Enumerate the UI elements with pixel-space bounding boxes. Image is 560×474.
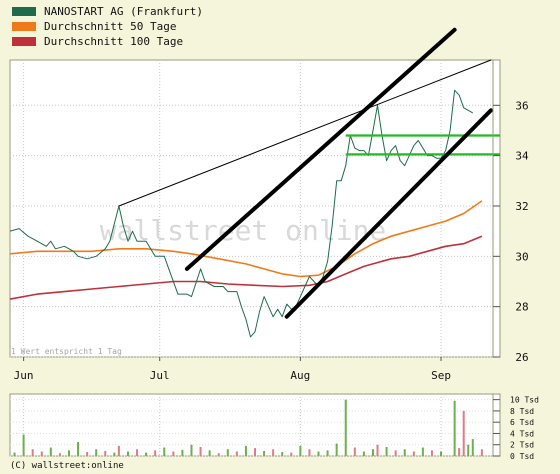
volume-bar xyxy=(394,450,397,456)
volume-tick-label: 0 Tsd xyxy=(510,452,534,461)
volume-bar xyxy=(154,450,157,456)
volume-bar xyxy=(181,449,184,456)
volume-bar xyxy=(376,444,379,456)
volume-bar xyxy=(290,452,293,456)
volume-tick-label: 4 Tsd xyxy=(510,429,534,438)
volume-bar xyxy=(453,400,456,456)
volume-bar xyxy=(263,450,266,456)
y-tick-label: 36 xyxy=(515,99,528,112)
legend-item-price: NANOSTART AG (Frankfurt) xyxy=(4,4,203,19)
volume-bar xyxy=(385,446,388,456)
volume-bar xyxy=(235,451,238,456)
volume-tick-label: 6 Tsd xyxy=(510,418,534,427)
volume-bar xyxy=(86,452,89,456)
volume-bar xyxy=(145,452,148,456)
x-tick-label: Jul xyxy=(150,369,170,382)
volume-bar xyxy=(272,449,275,456)
trend-line-0 xyxy=(118,59,492,207)
volume-bar xyxy=(480,449,483,456)
legend-item-ma100: Durchschnitt 100 Tage xyxy=(4,34,203,49)
volume-bar xyxy=(95,449,98,456)
legend-swatch-price xyxy=(12,7,36,16)
volume-bar xyxy=(104,450,107,456)
volume-bar xyxy=(126,451,129,456)
legend-label-ma100: Durchschnitt 100 Tage xyxy=(44,35,184,48)
volume-bar xyxy=(362,451,365,456)
volume-bar xyxy=(22,434,25,456)
y-tick-label: 34 xyxy=(515,150,529,163)
volume-bar xyxy=(403,449,406,456)
volume-bar xyxy=(163,447,166,456)
volume-bar xyxy=(77,441,80,456)
legend-swatch-ma100 xyxy=(12,37,36,46)
y-tick-label: 28 xyxy=(515,301,528,314)
copyright-text: (C) wallstreet:online xyxy=(10,461,124,471)
volume-bar xyxy=(208,450,211,456)
x-tick-label: Aug xyxy=(290,369,310,382)
chart-legend: NANOSTART AG (Frankfurt) Durchschnitt 50… xyxy=(4,4,203,49)
volume-bar xyxy=(326,450,329,456)
legend-item-ma50: Durchschnitt 50 Tage xyxy=(4,19,203,34)
volume-bar xyxy=(172,451,175,456)
volume-bar xyxy=(58,453,61,456)
volume-bar xyxy=(281,452,284,456)
trend-line-2 xyxy=(284,108,493,319)
legend-label-price: NANOSTART AG (Frankfurt) xyxy=(44,5,203,18)
legend-label-ma50: Durchschnitt 50 Tage xyxy=(44,20,177,33)
volume-bar xyxy=(371,449,374,456)
x-tick-label: Jun xyxy=(14,369,34,382)
y-tick-label: 26 xyxy=(515,351,528,364)
scale-note: 1 Wert entspricht 1 Tag xyxy=(11,347,122,356)
volume-bar xyxy=(430,450,433,456)
volume-tick-label: 8 Tsd xyxy=(510,407,534,416)
volume-bar xyxy=(335,443,338,456)
volume-bar xyxy=(117,445,120,456)
volume-bar xyxy=(13,452,16,456)
volume-bar xyxy=(344,399,347,456)
volume-tick-label: 2 Tsd xyxy=(510,441,534,450)
volume-bar xyxy=(190,444,193,456)
legend-swatch-ma50 xyxy=(12,22,36,31)
volume-tick-label: 10 Tsd xyxy=(510,396,539,405)
trend-line-1 xyxy=(184,27,457,271)
x-tick-label: Sep xyxy=(431,369,451,382)
volume-bar xyxy=(67,450,70,456)
volume-background xyxy=(9,393,501,457)
y-tick-label: 32 xyxy=(515,200,528,213)
volume-bar xyxy=(40,451,43,456)
series-line-ma50 xyxy=(10,200,483,278)
volume-bar xyxy=(412,451,415,456)
volume-bar xyxy=(467,444,470,456)
volume-bar xyxy=(308,449,311,456)
volume-bar xyxy=(31,449,34,456)
volume-bar xyxy=(299,445,302,456)
volume-plot: 0 Tsd 2 Tsd 4 Tsd 6 Tsd 8 Tsd 10 Tsd xyxy=(9,393,539,461)
volume-bar xyxy=(49,447,52,456)
volume-bar xyxy=(317,451,320,456)
volume-bar xyxy=(440,451,443,456)
volume-bar xyxy=(199,446,202,456)
volume-bar xyxy=(458,448,461,456)
volume-bar xyxy=(244,445,247,456)
volume-bar xyxy=(136,449,139,456)
volume-bar xyxy=(113,452,116,456)
volume-bar xyxy=(353,447,356,456)
series-line-ma100 xyxy=(10,235,483,300)
volume-bar xyxy=(217,453,220,456)
volume-bar xyxy=(471,439,474,456)
volume-bar xyxy=(254,448,256,456)
volume-bar xyxy=(226,449,229,456)
volume-bar xyxy=(462,410,465,456)
volume-bar xyxy=(421,447,424,456)
y-tick-label: 30 xyxy=(515,250,528,263)
